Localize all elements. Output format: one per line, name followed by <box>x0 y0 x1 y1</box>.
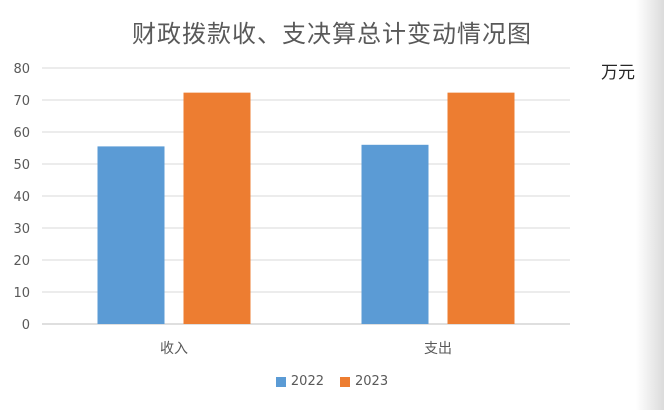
y-tick-label-30: 30 <box>13 222 30 237</box>
bar-2023-支出 <box>447 92 515 324</box>
chart-title: 财政拨款收、支决算总计变动情况图 <box>132 20 532 48</box>
y-tick-label-20: 20 <box>13 254 30 269</box>
legend-swatch-2023 <box>340 376 350 387</box>
y-tick-label-0: 0 <box>22 318 30 333</box>
y-tick-label-10: 10 <box>13 286 30 301</box>
unit-label: 万元 <box>601 63 635 83</box>
y-tick-label-50: 50 <box>13 158 30 173</box>
chart-legend: 2022 2023 <box>0 374 664 389</box>
legend-swatch-2022 <box>275 376 286 387</box>
bar-2022-支出 <box>361 144 429 324</box>
legend-label-2022: 2022 <box>290 374 324 389</box>
legend-label-2023: 2023 <box>355 374 389 389</box>
legend-item-2022: 2022 <box>275 374 324 389</box>
bar-2022-收入 <box>97 146 165 324</box>
bar-2023-收入 <box>183 92 251 324</box>
y-tick-label-80: 80 <box>13 62 30 77</box>
y-tick-label-70: 70 <box>13 94 30 109</box>
y-tick-label-60: 60 <box>13 126 30 141</box>
legend-item-2023: 2023 <box>340 374 388 389</box>
x-tick-label-支出: 支出 <box>424 341 452 357</box>
y-tick-label-40: 40 <box>13 190 30 205</box>
x-tick-label-收入: 收入 <box>160 341 188 357</box>
